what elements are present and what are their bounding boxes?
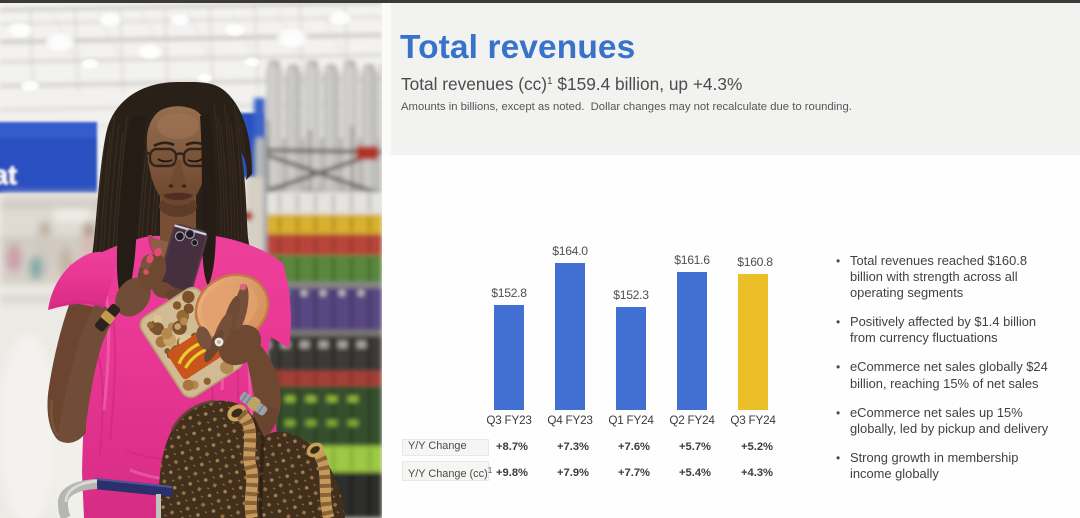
svg-text:at: at [0,160,17,190]
